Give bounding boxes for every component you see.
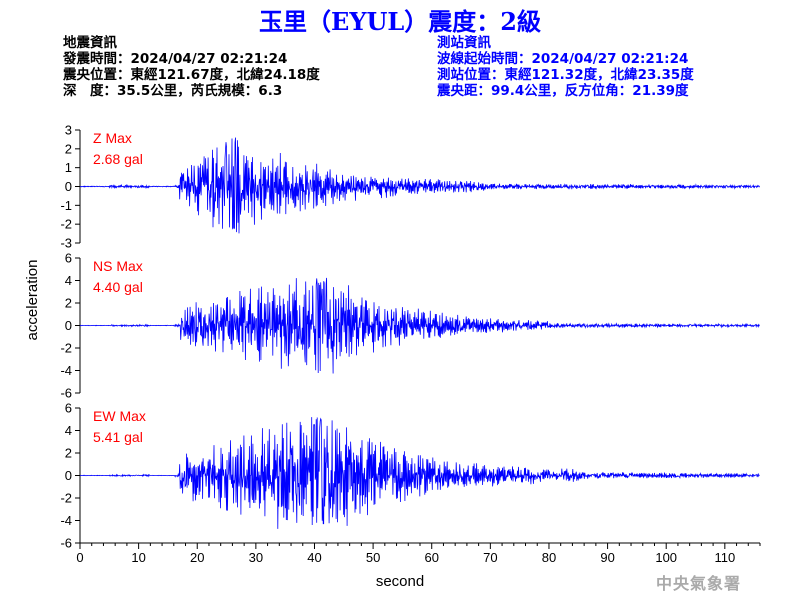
x-tick-label: 0 — [76, 550, 83, 565]
epicenter-location: 震央位置：東經121.67度，北緯24.18度 — [63, 67, 320, 83]
y-tick-label: 0 — [65, 179, 72, 194]
waveform-z — [79, 137, 760, 234]
waveform-ns — [79, 277, 760, 374]
x-tick-label: 70 — [483, 550, 497, 565]
y-tick-label: -3 — [60, 236, 72, 251]
y-tick-label: -2 — [60, 491, 72, 506]
y-tick-label: -4 — [60, 513, 72, 528]
waveform-ew — [80, 417, 760, 529]
waveform-start-time: 波線起始時間：2024/04/27 02:21:24 — [437, 51, 689, 67]
x-tick-label: 20 — [190, 550, 204, 565]
earthquake-info-heading: 地震資訊 — [63, 35, 117, 51]
epicentral-distance: 震央距：99.4公里，反方位角：21.39度 — [437, 83, 689, 99]
x-tick-label: 80 — [542, 550, 556, 565]
y-tick-label: -2 — [60, 217, 72, 232]
panel-peak-ns: 4.40 gal — [93, 279, 143, 295]
station-info-heading: 測站資訊 — [437, 35, 491, 51]
y-tick-label: 6 — [65, 251, 72, 266]
y-tick-label: -4 — [60, 363, 72, 378]
x-tick-label: 60 — [424, 550, 438, 565]
y-tick-label: 4 — [65, 423, 72, 438]
x-tick-label: 110 — [714, 550, 735, 565]
x-tick-label: 50 — [366, 550, 380, 565]
depth-magnitude: 深 度：35.5公里，芮氏規模：6.3 — [63, 83, 283, 99]
station-info-block: 測站資訊 波線起始時間：2024/04/27 02:21:24 測站位置：東經1… — [437, 35, 694, 99]
y-tick-label: -6 — [60, 536, 72, 551]
earthquake-info-block: 地震資訊 發震時間：2024/04/27 02:21:24 震央位置：東經121… — [63, 35, 320, 99]
y-axis-title: acceleration — [24, 260, 41, 341]
y-tick-label: -1 — [60, 198, 72, 213]
y-tick-label: 6 — [65, 401, 72, 416]
x-tick-label: 90 — [600, 550, 614, 565]
y-tick-label: -2 — [60, 341, 72, 356]
y-tick-label: 1 — [65, 160, 72, 175]
y-tick-label: 2 — [65, 446, 72, 461]
panel-peak-ew: 5.41 gal — [93, 429, 143, 445]
x-tick-label: 30 — [249, 550, 263, 565]
y-tick-label: 4 — [65, 273, 72, 288]
page-title: 玉里（EYUL）震度：2級 — [259, 7, 541, 36]
y-tick-label: 2 — [65, 296, 72, 311]
y-tick-label: 3 — [65, 123, 72, 138]
x-tick-label: 10 — [131, 550, 145, 565]
panel-label-z: Z Max — [93, 130, 132, 146]
y-tick-label: 0 — [65, 468, 72, 483]
panel-label-ns: NS Max — [93, 258, 143, 274]
y-tick-label: 2 — [65, 141, 72, 156]
y-tick-label: -6 — [60, 386, 72, 401]
x-axis-title: second — [376, 573, 424, 590]
x-tick-label: 100 — [655, 550, 677, 565]
origin-time: 發震時間：2024/04/27 02:21:24 — [63, 51, 288, 67]
credit-agency: 中央氣象署 — [656, 574, 742, 593]
y-tick-label: 0 — [65, 318, 72, 333]
panel-label-ew: EW Max — [93, 408, 146, 424]
panel-peak-z: 2.68 gal — [93, 151, 143, 167]
station-location: 測站位置：東經121.32度，北緯23.35度 — [437, 67, 694, 83]
x-tick-label: 40 — [307, 550, 321, 565]
